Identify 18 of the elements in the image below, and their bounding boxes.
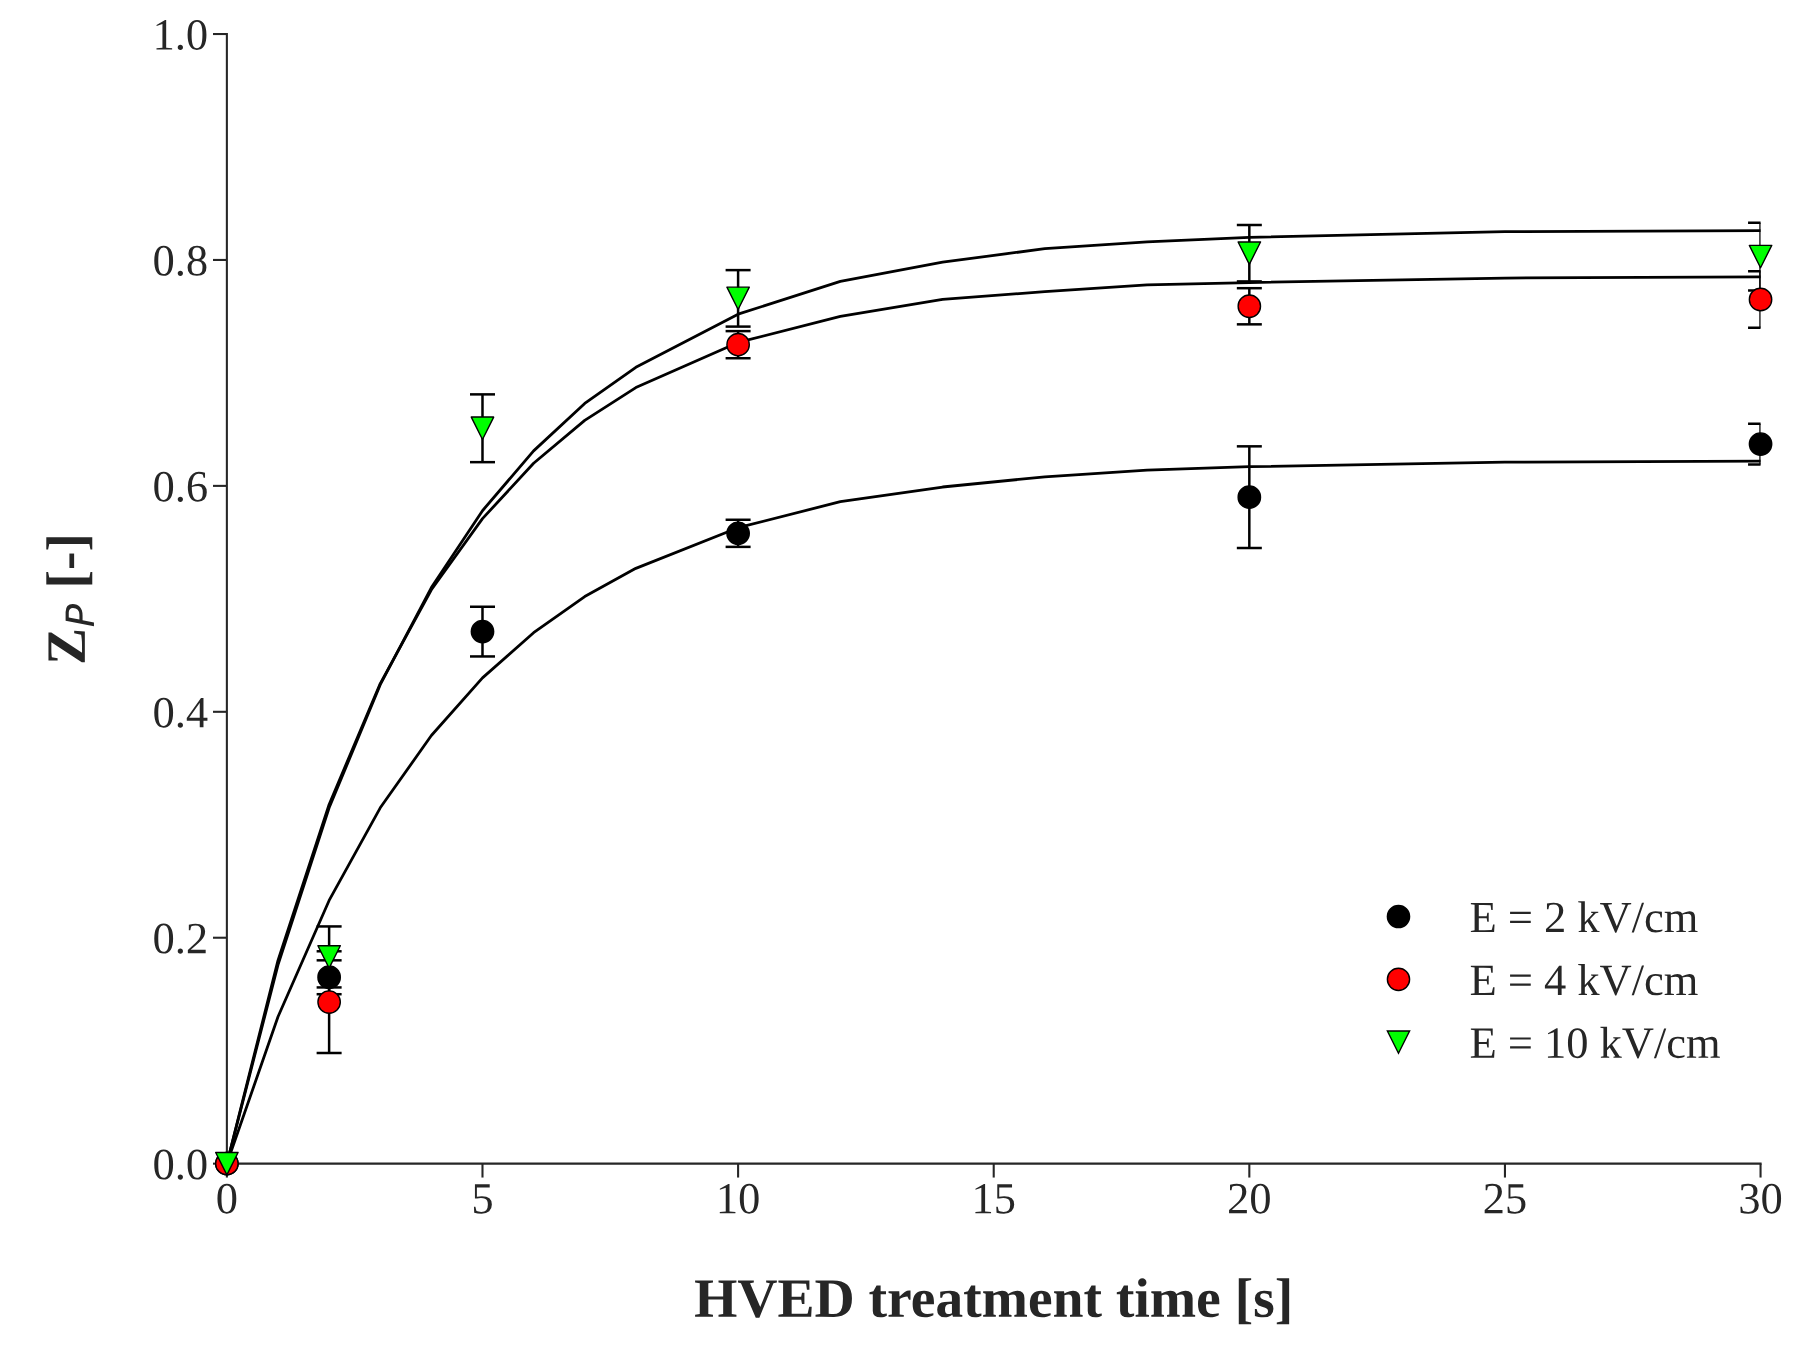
- x-axis-title: HVED treatment time [s]: [695, 1278, 1290, 1325]
- legend-label: E = 4 kV/cm: [1470, 964, 1698, 996]
- x-tick-label: 30: [1740, 1183, 1782, 1214]
- y-tick-label: 0.2: [154, 923, 206, 954]
- y-axis-title: Z$_{P}$ [-]: [46, 537, 94, 663]
- y-tick-label: 0.0: [154, 1149, 207, 1180]
- legend-label: E = 2 kV/cm: [1470, 901, 1698, 933]
- y-tick-label: 0.4: [154, 697, 208, 728]
- y-tick-label: 0.6: [154, 471, 207, 502]
- y-tick-label: 1.0: [156, 19, 207, 51]
- x-tick-label: 10: [719, 1183, 759, 1214]
- x-tick-label: 0: [217, 1183, 237, 1214]
- x-tick-label: 25: [1484, 1183, 1526, 1214]
- y-tick-label: 0.8: [154, 245, 207, 276]
- x-tick-label: 20: [1229, 1183, 1270, 1214]
- x-tick-label: 5: [473, 1184, 492, 1214]
- legend-label: E = 10 kV/cm: [1470, 1026, 1720, 1059]
- x-tick-label: 15: [975, 1183, 1015, 1214]
